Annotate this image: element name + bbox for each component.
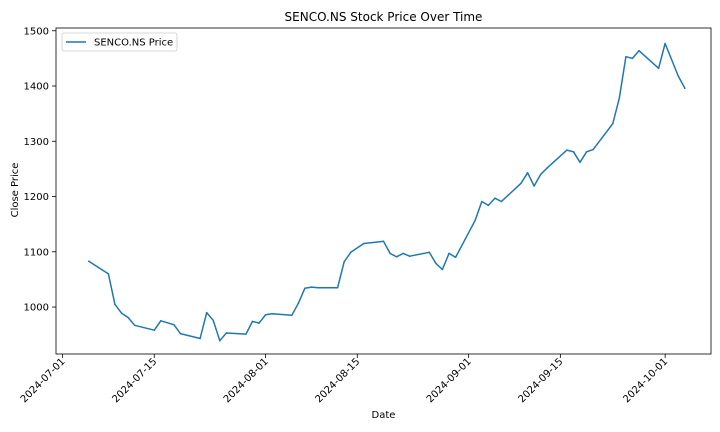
data-point [350,251,352,254]
data-point [592,148,594,151]
data-point [684,87,686,89]
y-tick-label: 1500 [24,26,49,37]
data-point [408,255,411,257]
y-axis-label: Close Price [10,163,21,218]
data-point [494,197,496,199]
series-layer [88,42,686,342]
data-point [114,303,116,306]
data-point [481,200,483,203]
data-point [212,319,214,322]
data-point [153,329,156,331]
data-point [566,149,568,151]
data-point [107,273,110,275]
data-point [539,173,542,176]
data-point [88,260,90,262]
data-point [402,252,404,255]
y-tick-label: 1400 [24,82,49,93]
data-point [258,322,260,324]
data-point [533,185,535,187]
data-point [474,219,476,222]
data-point [585,151,588,153]
data-point [677,75,680,77]
data-point [127,316,129,319]
data-point [291,314,293,317]
data-point [612,122,614,125]
data-point [395,256,398,258]
data-point [657,67,660,70]
data-point [310,286,313,288]
y-tick-label: 1200 [24,192,49,203]
data-point [133,324,136,327]
data-point [487,204,490,207]
data-point [219,339,221,342]
data-point [618,97,621,99]
data-point [389,252,391,255]
data-point [317,286,319,289]
y-tick-label: 1000 [24,303,49,314]
data-point [245,333,247,335]
data-point [264,314,267,316]
data-point [638,49,640,52]
data-point [546,167,549,169]
data-point [205,311,208,314]
legend-label: SENCO.NS Price [94,38,173,49]
plot-area [55,27,712,355]
data-point [572,151,575,153]
data-point [336,286,339,289]
x-axis-label: Date [372,410,396,421]
data-point [631,57,634,60]
data-point [297,302,300,304]
legend-box [61,32,178,52]
data-point [435,262,437,265]
y-tick-label: 1300 [24,137,49,148]
data-point [664,42,666,45]
data-point [304,287,306,289]
data-point [526,172,529,174]
data-point [120,312,123,314]
data-point [448,252,450,255]
data-point [179,332,182,335]
data-point [500,200,503,203]
data-point [625,55,627,58]
data-point [160,320,162,322]
y-axis-ticks: 1000 1100 1200 1300 1400 1500 [24,26,56,314]
data-point [343,260,345,263]
data-point [382,240,385,243]
data-point [199,337,201,340]
data-point [363,242,365,245]
data-point [441,268,444,271]
data-point [520,182,522,185]
data-point [225,332,228,334]
data-point [428,251,431,254]
data-point [579,161,581,164]
data-point [271,312,273,315]
y-tick-label: 1100 [24,247,49,258]
legend: SENCO.NS Price [61,32,178,52]
data-point [251,320,254,323]
chart-title: SENCO.NS Stock Price Over Time [285,10,483,24]
data-point [173,323,175,326]
data-point [454,256,457,259]
